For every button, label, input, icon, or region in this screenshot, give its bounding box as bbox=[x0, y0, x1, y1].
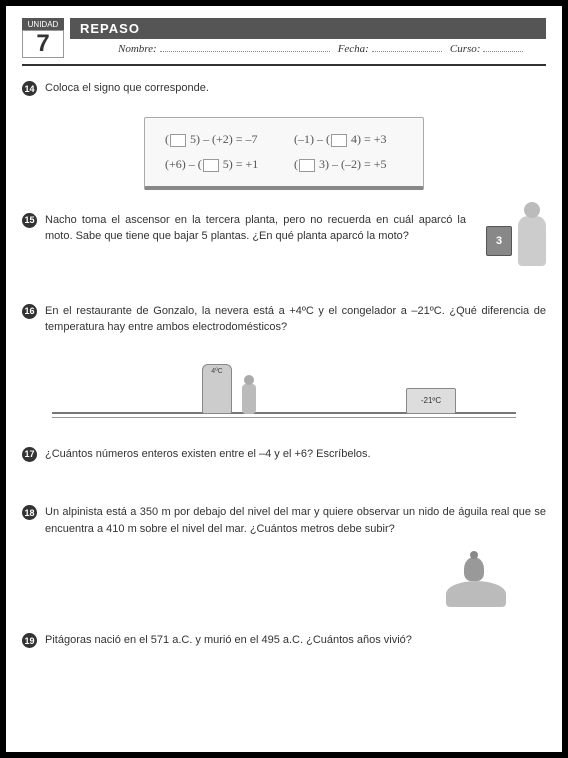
question-text: ¿Cuántos números enteros existen entre e… bbox=[45, 446, 546, 463]
title-bar: REPASO bbox=[70, 18, 546, 39]
equation-4: ( 3) – (–2) = +5 bbox=[294, 157, 403, 172]
fridge-icon: 4ºC bbox=[202, 364, 232, 414]
blank-input[interactable] bbox=[331, 134, 347, 147]
date-line[interactable] bbox=[372, 51, 442, 52]
course-label: Curso: bbox=[450, 43, 481, 55]
elevator-icon: 3 bbox=[486, 226, 512, 256]
question-text: En el restaurante de Gonzalo, la nevera … bbox=[45, 303, 546, 336]
date-field: Fecha: bbox=[338, 43, 442, 55]
question-14: 14 Coloca el signo que corresponde. bbox=[22, 80, 546, 97]
freezer-icon: -21ºC bbox=[406, 388, 456, 414]
ground-line-2 bbox=[52, 417, 516, 418]
blank-input[interactable] bbox=[203, 159, 219, 172]
eagle-icon bbox=[464, 557, 484, 581]
unit-number: 7 bbox=[22, 30, 64, 58]
name-label: Nombre: bbox=[118, 43, 157, 55]
equation-1: ( 5) – (+2) = –7 bbox=[165, 132, 274, 147]
question-15: 15 Nacho toma el ascensor en la tercera … bbox=[22, 212, 546, 245]
question-number: 18 bbox=[22, 505, 37, 520]
question-text: Un alpinista está a 350 m por debajo del… bbox=[45, 504, 546, 537]
rock-icon bbox=[436, 557, 516, 607]
question-number: 19 bbox=[22, 633, 37, 648]
person-icon bbox=[518, 216, 546, 266]
question-text: Pitágoras nació en el 571 a.C. y murió e… bbox=[45, 632, 546, 649]
question-number: 15 bbox=[22, 213, 37, 228]
question-18: 18 Un alpinista está a 350 m por debajo … bbox=[22, 504, 546, 537]
course-line[interactable] bbox=[483, 51, 523, 52]
student-fields: Nombre: Fecha: Curso: bbox=[118, 43, 546, 55]
equation-3: (+6) – ( 5) = +1 bbox=[165, 157, 274, 172]
elevator-illustration: 3 bbox=[486, 216, 546, 266]
question-number: 16 bbox=[22, 304, 37, 319]
question-17: 17 ¿Cuántos números enteros existen entr… bbox=[22, 446, 546, 463]
name-field: Nombre: bbox=[118, 43, 330, 55]
equation-board: ( 5) – (+2) = –7 (–1) – ( 4) = +3 (+6) –… bbox=[144, 117, 424, 190]
question-16: 16 En el restaurante de Gonzalo, la neve… bbox=[22, 303, 546, 336]
question-text: Coloca el signo que corresponde. bbox=[45, 80, 546, 97]
unit-label: UNIDAD bbox=[22, 20, 64, 29]
date-label: Fecha: bbox=[338, 43, 369, 55]
question-text: Nacho toma el ascensor en la tercera pla… bbox=[45, 212, 466, 245]
course-field: Curso: bbox=[450, 43, 524, 55]
question-19: 19 Pitágoras nació en el 571 a.C. y muri… bbox=[22, 632, 546, 649]
worksheet-header: UNIDAD 7 REPASO Nombre: Fecha: Curso: bbox=[22, 18, 546, 58]
question-number: 17 bbox=[22, 447, 37, 462]
equation-2: (–1) – ( 4) = +3 bbox=[294, 132, 403, 147]
name-line[interactable] bbox=[160, 51, 330, 52]
header-divider bbox=[22, 64, 546, 66]
cook-icon bbox=[242, 384, 256, 414]
eagle-illustration bbox=[22, 557, 516, 610]
blank-input[interactable] bbox=[299, 159, 315, 172]
unit-badge: UNIDAD 7 bbox=[22, 18, 64, 58]
kitchen-illustration: 4ºC -21ºC bbox=[52, 356, 516, 426]
question-number: 14 bbox=[22, 81, 37, 96]
blank-input[interactable] bbox=[170, 134, 186, 147]
